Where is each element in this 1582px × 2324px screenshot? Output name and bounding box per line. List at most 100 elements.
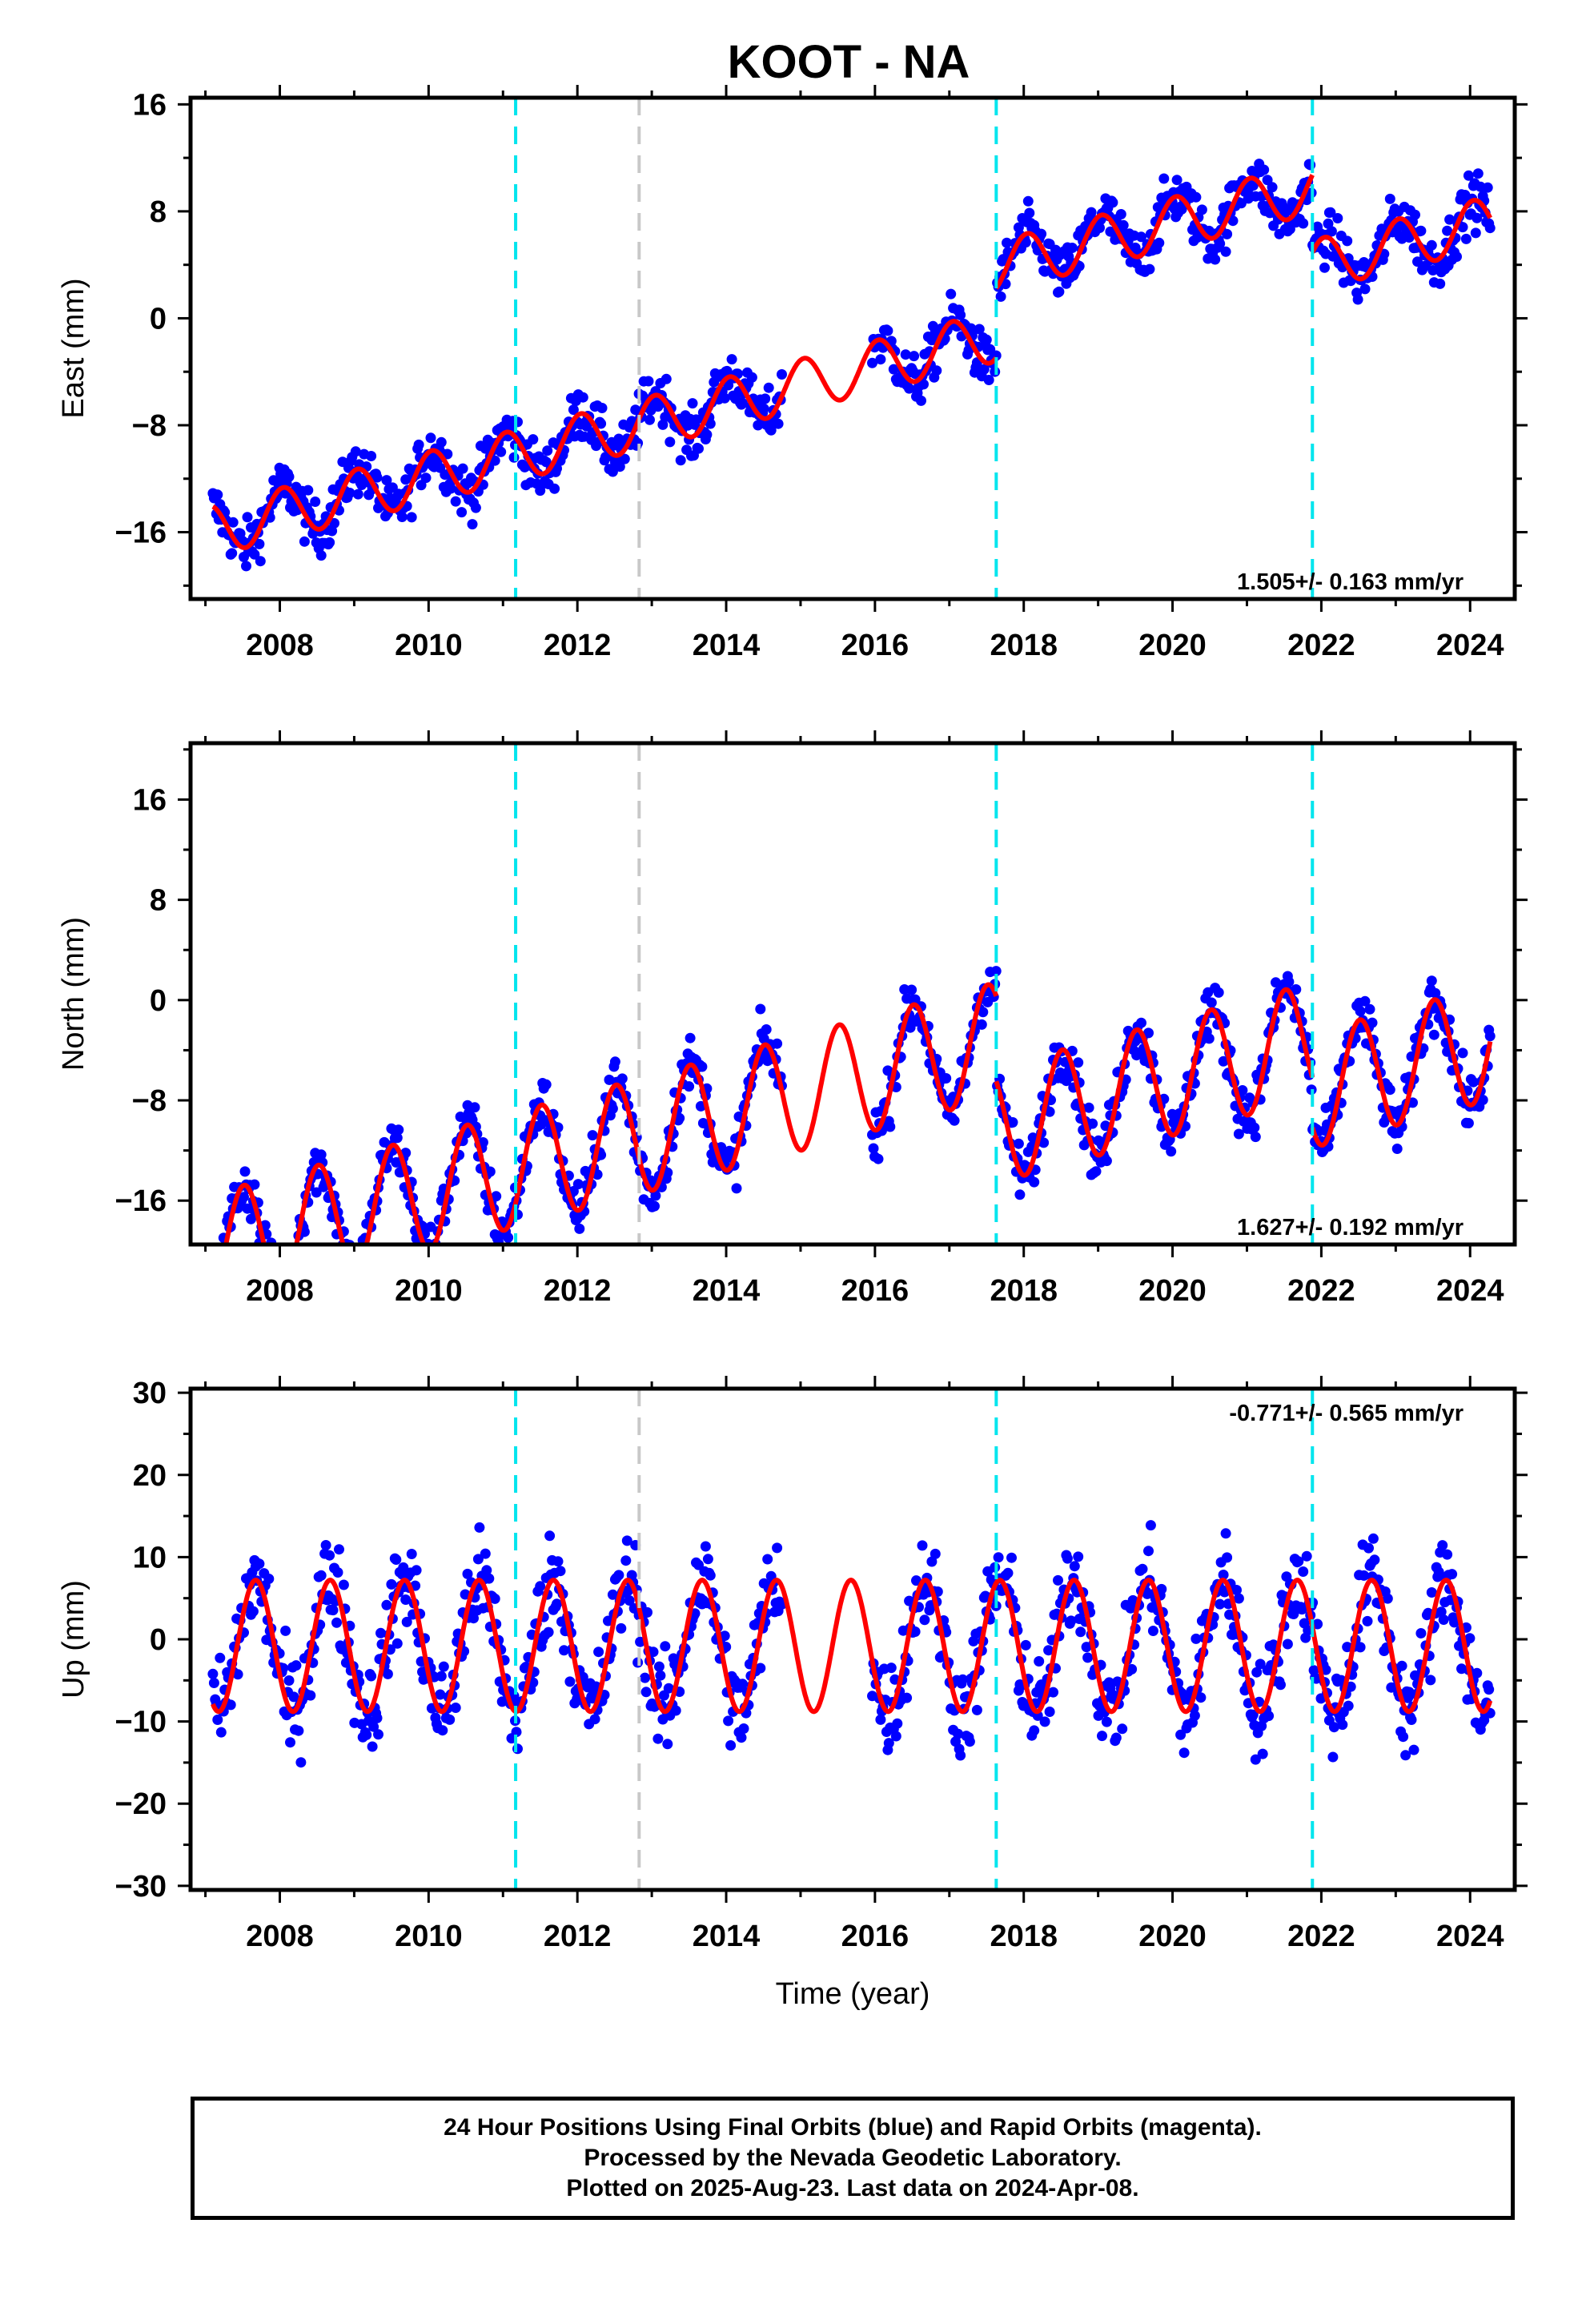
data-point — [361, 1729, 372, 1740]
data-points — [218, 966, 1496, 1281]
data-point — [1082, 1652, 1094, 1663]
data-point — [288, 1691, 299, 1703]
data-point — [1301, 1550, 1312, 1562]
data-point — [1215, 1598, 1226, 1610]
data-point — [616, 1073, 628, 1084]
data-point — [572, 1179, 584, 1190]
data-point — [503, 1232, 514, 1243]
data-point — [381, 475, 392, 486]
data-point — [208, 1678, 219, 1688]
data-point — [239, 1166, 251, 1177]
data-point — [620, 1555, 632, 1566]
data-point — [1298, 1566, 1309, 1577]
data-point — [259, 1256, 269, 1267]
data-point — [283, 471, 295, 482]
plot-frame — [188, 741, 1517, 1247]
data-point — [353, 1271, 363, 1281]
data-point — [1255, 1659, 1266, 1670]
data-point — [882, 325, 893, 336]
data-point — [1145, 1520, 1156, 1531]
data-point — [670, 1705, 681, 1716]
data-point — [474, 1522, 485, 1533]
data-point — [1247, 1709, 1259, 1720]
data-point — [1118, 219, 1129, 231]
data-point — [983, 375, 994, 385]
data-point — [442, 448, 453, 460]
data-point — [662, 1739, 673, 1750]
data-point — [1034, 1656, 1045, 1667]
data-point — [555, 1566, 566, 1577]
x-tick-label: 2016 — [841, 1920, 909, 1953]
data-point — [508, 452, 520, 463]
data-point — [1189, 1710, 1200, 1721]
y-tick-label: 0 — [150, 984, 167, 1018]
data-point — [295, 1757, 307, 1768]
data-point — [283, 1675, 295, 1686]
data-points — [207, 159, 1496, 572]
data-point — [366, 451, 377, 461]
data-point — [1094, 223, 1105, 233]
x-tick-label: 2024 — [1436, 1920, 1504, 1953]
data-point — [1029, 1725, 1040, 1736]
data-point — [351, 1269, 361, 1279]
data-point — [644, 414, 655, 425]
data-point — [241, 561, 251, 572]
data-point — [643, 376, 654, 387]
data-point — [978, 364, 990, 375]
data-point — [1296, 1604, 1307, 1615]
data-point — [649, 1200, 660, 1212]
data-point — [650, 1190, 661, 1201]
data-point — [289, 1252, 299, 1263]
data-point — [953, 1728, 964, 1739]
y-tick-label: 0 — [150, 302, 167, 336]
data-point — [1384, 1084, 1395, 1096]
x-tick-label: 2014 — [693, 1274, 761, 1308]
data-point — [305, 1690, 316, 1701]
data-point — [438, 1661, 449, 1672]
data-point — [1332, 213, 1343, 223]
data-point — [396, 512, 408, 522]
data-point — [955, 309, 966, 320]
data-point — [1191, 1633, 1202, 1644]
data-point — [723, 1715, 734, 1727]
data-point — [1020, 1639, 1031, 1651]
data-point — [1020, 237, 1031, 248]
data-point — [368, 1721, 379, 1732]
data-point — [693, 443, 704, 454]
data-point — [1433, 1566, 1444, 1578]
data-point — [1319, 262, 1330, 273]
data-point — [687, 398, 698, 409]
data-point — [255, 556, 266, 567]
x-tick-label: 2018 — [990, 629, 1058, 662]
data-point — [381, 1599, 392, 1610]
data-point — [1327, 1751, 1339, 1763]
data-point — [391, 1554, 402, 1565]
data-point — [1359, 995, 1371, 1007]
data-point — [931, 365, 942, 376]
data-points — [207, 1520, 1496, 1768]
data-point — [382, 1668, 393, 1679]
data-point — [219, 1261, 230, 1272]
x-tick-label: 2018 — [990, 1920, 1058, 1953]
data-point — [675, 455, 686, 466]
data-point — [1484, 1684, 1495, 1695]
x-tick-label: 2020 — [1138, 1920, 1207, 1953]
data-point — [964, 1736, 975, 1747]
x-tick-label: 2012 — [544, 1920, 612, 1953]
data-point — [366, 1671, 377, 1682]
data-point — [401, 1616, 412, 1627]
data-point — [373, 1729, 383, 1740]
data-point — [1069, 1561, 1080, 1572]
data-point — [705, 418, 716, 429]
x-tick-label: 2010 — [395, 629, 463, 662]
data-point — [413, 439, 424, 450]
data-point — [719, 392, 730, 404]
model-curve — [994, 174, 1315, 290]
data-point — [315, 550, 327, 561]
data-point — [329, 517, 339, 529]
data-point — [1259, 164, 1270, 175]
data-point — [1464, 1633, 1476, 1644]
data-point — [978, 1007, 989, 1018]
data-point — [457, 463, 468, 474]
data-point — [299, 1226, 310, 1237]
